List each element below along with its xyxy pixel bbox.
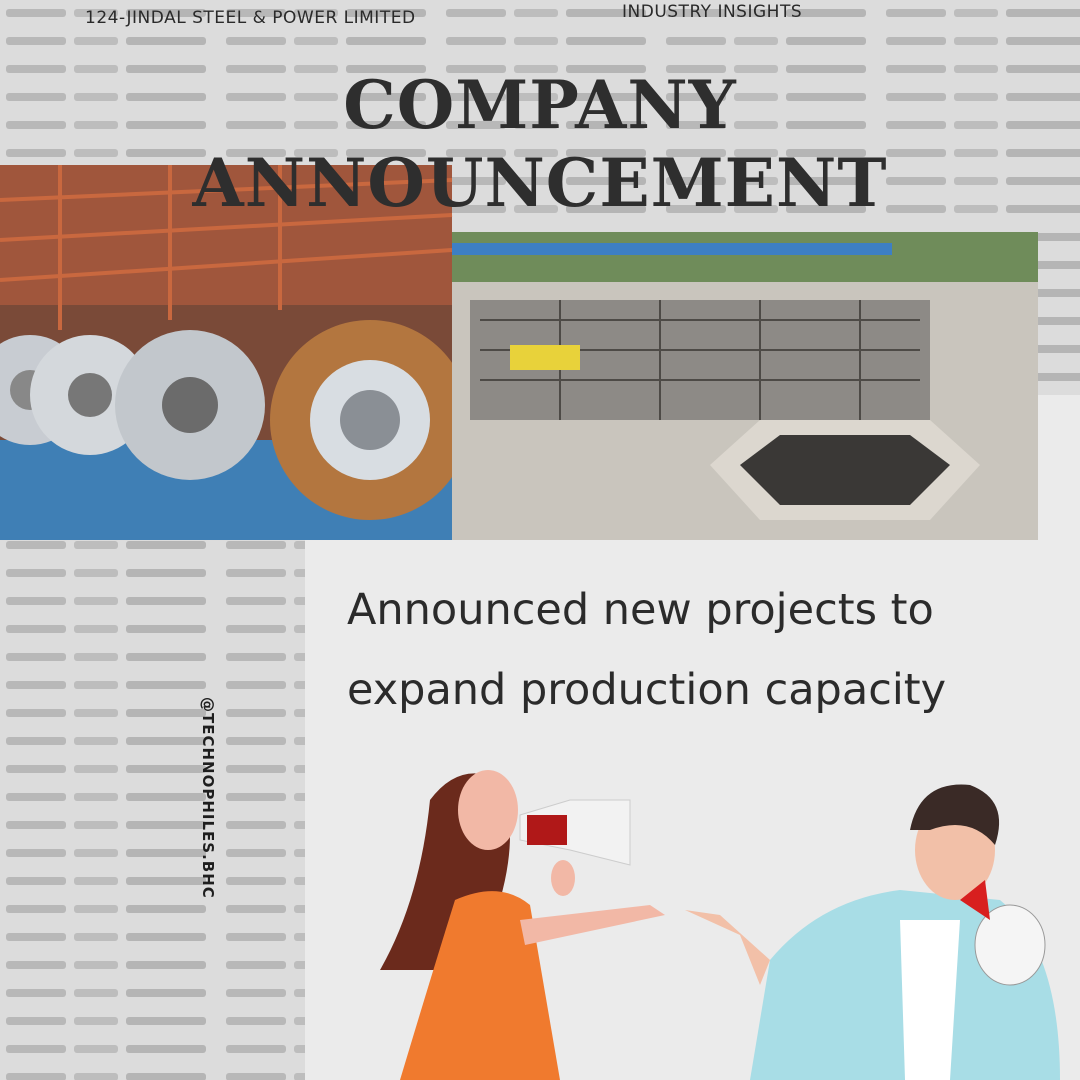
body-text: Announced new projects to expand product… bbox=[347, 570, 946, 730]
body-line: expand production capacity bbox=[347, 665, 947, 715]
newspaper-texture bbox=[0, 540, 305, 1080]
company-label: 124-JINDAL STEEL & POWER LIMITED bbox=[85, 8, 416, 28]
title: COMPANY ANNOUNCEMENT bbox=[192, 66, 888, 222]
steel-coils-photo bbox=[0, 165, 470, 540]
man-illustration bbox=[685, 784, 1060, 1080]
section-label: INDUSTRY INSIGHTS bbox=[622, 2, 803, 22]
body-line: Announced new projects to bbox=[347, 585, 934, 635]
handle: @TECHNOPHILES.BHC bbox=[199, 697, 217, 899]
panel bbox=[1038, 395, 1080, 540]
woman-illustration bbox=[380, 770, 665, 1080]
construction-site-photo bbox=[452, 232, 1038, 540]
